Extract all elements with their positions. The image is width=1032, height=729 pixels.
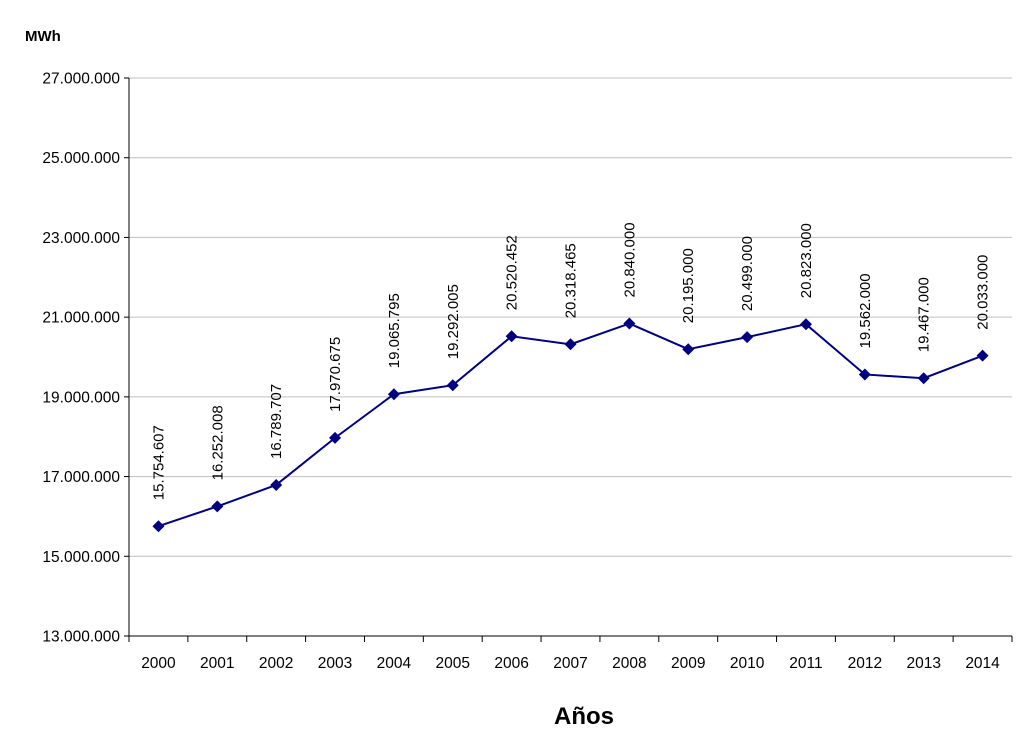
data-label: 19.292.005	[445, 284, 462, 359]
x-tick-label: 2002	[259, 655, 293, 672]
data-label: 15.754.607	[150, 425, 167, 500]
data-point	[976, 349, 989, 362]
data-label: 17.970.675	[327, 337, 344, 412]
x-tick-label: 2001	[200, 655, 234, 672]
y-tick-label: 15.000.000	[42, 549, 120, 566]
data-label: 16.252.008	[209, 405, 226, 480]
y-axis-ticks: 13.000.000 15.000.000 17.000.000 19.000.000…	[42, 71, 129, 646]
data-point	[270, 478, 283, 491]
y-axis-title: MWh	[25, 28, 61, 45]
y-tick-label: 21.000.000	[42, 310, 120, 327]
data-point	[211, 500, 224, 513]
x-tick-label: 2011	[789, 655, 822, 672]
y-tick-label: 13.000.000	[42, 629, 120, 646]
data-point	[564, 338, 577, 351]
y-tick-label: 23.000.000	[42, 230, 120, 247]
data-point	[741, 331, 754, 344]
data-label: 19.467.000	[916, 277, 933, 352]
data-point	[387, 388, 400, 401]
x-axis-title: Años	[554, 703, 614, 729]
data-point	[505, 330, 518, 343]
data-point	[329, 431, 342, 444]
x-axis-ticks: 2000 2001 2002 2003 2004 2005 2006 2007 2008 2009…	[128, 636, 1013, 672]
y-tick-label: 27.000.000	[42, 71, 120, 88]
x-tick-label: 2010	[730, 655, 765, 672]
x-tick-label: 2014	[965, 655, 1000, 672]
x-tick-label: 2013	[906, 655, 940, 672]
x-tick-label: 2006	[494, 655, 528, 672]
data-point	[858, 368, 871, 381]
data-point	[682, 343, 695, 356]
x-tick-label: 2003	[318, 655, 352, 672]
data-label: 20.033.000	[975, 255, 992, 330]
y-tick-label: 25.000.000	[42, 150, 120, 167]
axes	[128, 78, 1012, 637]
data-point	[623, 317, 636, 330]
data-label: 20.499.000	[739, 236, 756, 311]
data-label: 20.823.000	[798, 223, 815, 298]
series-line	[152, 317, 989, 533]
data-point	[799, 318, 812, 331]
data-label: 20.520.452	[504, 235, 521, 310]
data-point	[152, 520, 165, 533]
gridlines	[129, 77, 1012, 557]
x-tick-label: 2005	[436, 655, 470, 672]
x-tick-label: 2012	[848, 655, 882, 672]
data-label: 20.195.000	[680, 248, 697, 323]
data-label: 16.789.707	[268, 384, 285, 459]
y-tick-label: 17.000.000	[42, 469, 120, 486]
data-point	[446, 379, 459, 392]
x-tick-label: 2004	[377, 655, 412, 672]
data-label: 19.562.000	[857, 273, 874, 348]
x-tick-label: 2000	[141, 655, 176, 672]
data-label: 19.065.795	[386, 293, 403, 368]
x-tick-label: 2007	[553, 655, 587, 672]
data-labels: 15.754.607 16.252.008 16.789.707 17.970.675…	[150, 222, 991, 500]
x-tick-label: 2008	[612, 655, 646, 672]
data-point	[917, 372, 930, 385]
data-label: 20.318.465	[563, 243, 580, 318]
x-tick-label: 2009	[671, 655, 705, 672]
data-label: 20.840.000	[621, 222, 638, 297]
y-tick-label: 19.000.000	[42, 389, 120, 406]
